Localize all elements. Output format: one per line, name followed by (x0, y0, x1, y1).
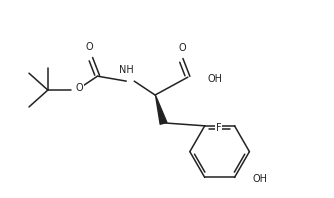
Text: OH: OH (253, 174, 268, 184)
Text: O: O (75, 83, 83, 93)
Text: O: O (178, 43, 186, 53)
Text: O: O (86, 42, 94, 52)
Text: NH: NH (119, 65, 134, 75)
Text: OH: OH (208, 74, 223, 84)
Text: F: F (216, 123, 222, 133)
